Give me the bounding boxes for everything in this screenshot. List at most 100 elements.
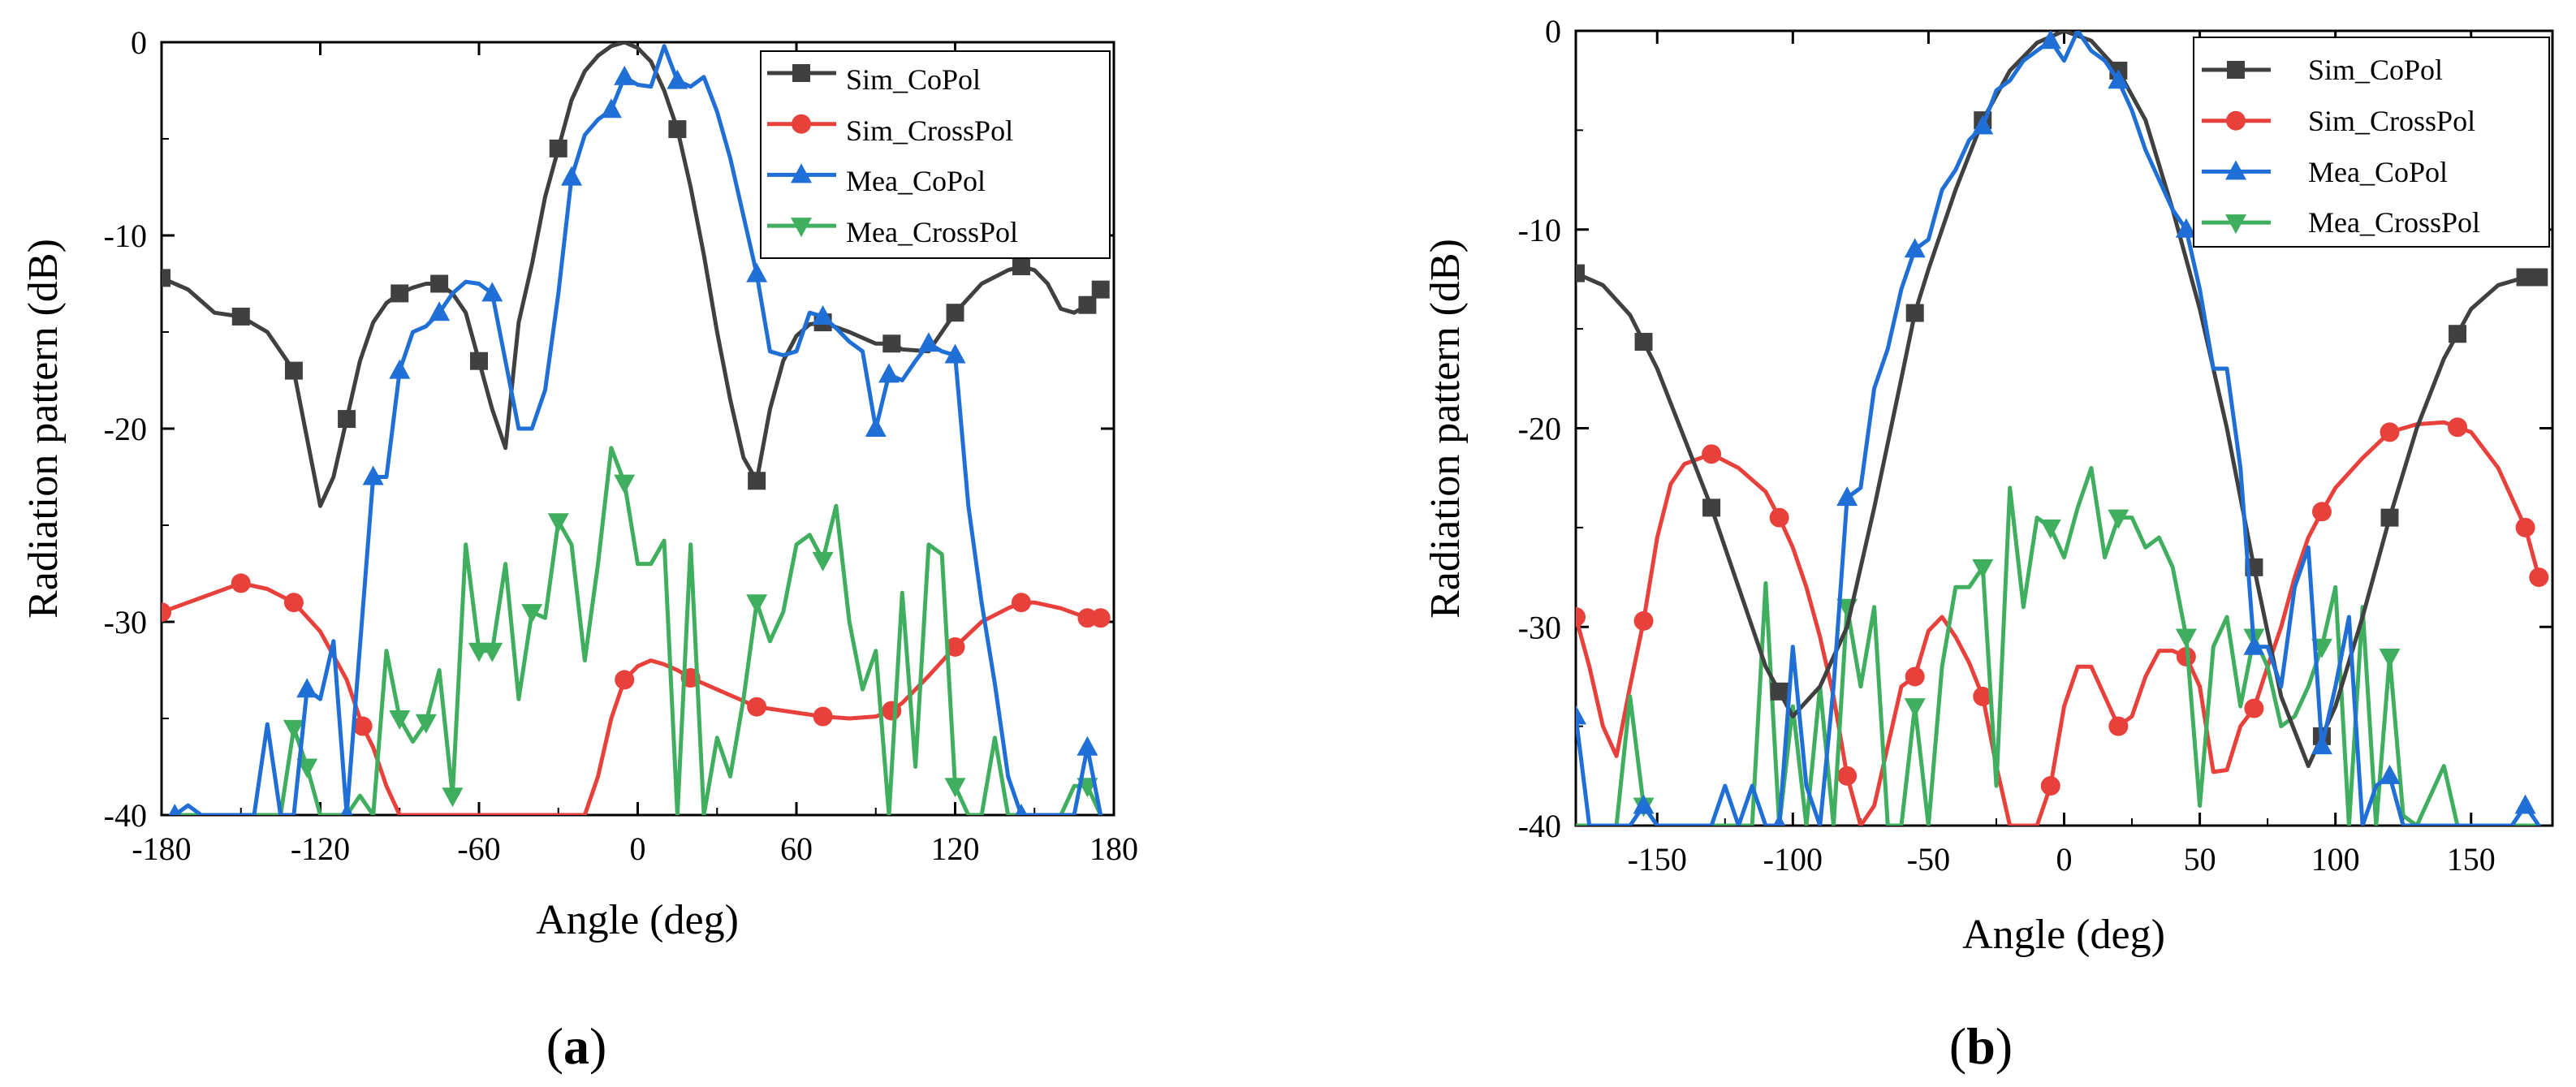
data-point-mea-copol-b (2108, 69, 2129, 89)
data-point-sim-copol-a (668, 120, 687, 139)
data-point-mea-copol-b (2175, 218, 2197, 238)
data-point-sim-crosspol-b (2515, 517, 2535, 537)
y-tick-label-a: 0 (131, 24, 147, 61)
legend-marker-mea-crosspol-b (2225, 214, 2246, 235)
data-point-sim-copol-a (1078, 295, 1097, 314)
legend-marker-mea-copol-a (791, 163, 812, 183)
data-point-mea-copol-a (812, 304, 834, 325)
data-point-mea-crosspol-a (296, 758, 318, 779)
data-point-sim-copol-b (1576, 264, 1585, 283)
legend-b: Sim_CoPol Sim_CrossPol Mea_CoPol Mea_Cro… (2193, 37, 2550, 248)
data-point-sim-crosspol-a (747, 697, 767, 717)
data-point-mea-crosspol-a (442, 787, 464, 808)
data-point-mea-copol-b (2379, 764, 2401, 784)
data-point-mea-copol-a (481, 282, 503, 302)
x-tick-label-a: 0 (630, 830, 646, 867)
data-point-mea-copol-b (1633, 794, 1655, 814)
legend-label-mea-crosspol-a: Mea_CrossPol (846, 216, 1018, 248)
data-point-mea-copol-a (429, 301, 451, 321)
data-point-sim-crosspol-a (813, 706, 833, 727)
data-point-mea-crosspol-a (944, 778, 966, 798)
data-point-sim-copol-a (390, 284, 409, 303)
data-point-mea-crosspol-b (2039, 519, 2061, 539)
y-tick-label-b: -30 (1518, 609, 1561, 645)
series-mea-copol-a (168, 44, 1103, 815)
data-point-mea-crosspol-a (468, 642, 490, 662)
data-point-sim-crosspol-b (2448, 417, 2468, 438)
legend-marker-sim-crosspol-b (2226, 110, 2246, 131)
y-tick-label-a: -30 (104, 604, 147, 641)
data-point-mea-copol-a (917, 332, 939, 352)
y-tick-label-b: 0 (1545, 13, 1561, 50)
data-point-mea-copol-a (561, 166, 583, 186)
data-point-mea-crosspol-a (614, 474, 636, 494)
x-tick-labels-a: -180 -120 -60 0 60 120 180 (132, 830, 1138, 867)
data-point-sim-crosspol-b (1905, 666, 1925, 687)
data-point-mea-copol-b (1576, 705, 1586, 725)
data-point-sim-copol-a (338, 410, 356, 429)
legend-box-b (2193, 37, 2550, 248)
data-point-sim-crosspol-a (1011, 593, 1031, 613)
x-tick-label-b: -150 (1628, 841, 1687, 878)
data-point-sim-copol-a (748, 472, 766, 490)
data-point-mea-copol-b (2039, 31, 2061, 50)
legend-box-a (760, 50, 1111, 259)
data-point-mea-crosspol-a (521, 604, 543, 624)
data-point-mea-copol-a (614, 65, 636, 85)
data-point-sim-crosspol-b (1769, 507, 1789, 528)
data-point-sim-copol-b (1905, 304, 1924, 322)
data-point-mea-copol-a (389, 359, 411, 379)
data-point-mea-copol-a (168, 804, 181, 815)
data-point-sim-copol-a (430, 274, 449, 293)
caption-a: (a) (546, 1017, 607, 1075)
data-point-sim-crosspol-b (2108, 716, 2129, 736)
data-point-sim-crosspol-a (231, 573, 251, 593)
panel-b: -150 -100 -50 0 50 100 150 0 -10 -20 -30 -40 Angle… (1422, 13, 2554, 1075)
data-point-sim-copol-b (1770, 682, 1789, 701)
data-point-mea-crosspol-a (746, 594, 768, 615)
legend-marker-mea-crosspol-a (791, 218, 812, 238)
data-point-sim-copol-a (231, 307, 250, 326)
legend-marker-mea-copol-b (2225, 160, 2246, 180)
data-point-mea-crosspol-a (547, 513, 569, 533)
y-tick-label-b: -40 (1518, 808, 1561, 844)
data-point-sim-copol-b (2516, 268, 2535, 287)
data-point-sim-crosspol-b (1837, 766, 1858, 786)
legend-label-sim-crosspol-b: Sim_CrossPol (2308, 105, 2475, 137)
series-line-mea-crosspol-a (172, 446, 1103, 815)
data-point-mea-crosspol-b (1904, 698, 1926, 718)
y-axis-title-a: Radiation pattern (dB) (20, 239, 67, 619)
data-point-mea-copol-b (1972, 114, 1994, 135)
x-tick-label-b: 0 (2056, 841, 2073, 878)
legend-label-sim-copol-a: Sim_CoPol (846, 63, 981, 96)
data-point-sim-crosspol-a (352, 716, 373, 736)
legend-label-mea-copol-a: Mea_CoPol (846, 165, 986, 197)
y-axis-title-b: Radiation pattern (dB) (1422, 239, 1469, 619)
data-point-sim-crosspol-b (2244, 698, 2264, 718)
data-point-mea-crosspol-a (283, 719, 304, 740)
data-point-mea-copol-a (878, 363, 900, 383)
data-point-sim-crosspol-a (283, 593, 304, 613)
data-point-sim-crosspol-b (1973, 686, 1993, 706)
data-point-mea-crosspol-b (2379, 648, 2401, 668)
series-mea-copol-b (1576, 31, 2541, 826)
legend-marker-sim-crosspol-a (792, 114, 811, 134)
x-tick-label-a: -120 (291, 830, 350, 867)
data-point-mea-copol-a (667, 69, 688, 89)
data-point-sim-crosspol-a (615, 670, 635, 690)
data-point-mea-copol-b (2243, 635, 2265, 655)
data-point-mea-crosspol-a (415, 714, 437, 734)
x-tick-label-a: -60 (457, 830, 500, 867)
data-point-mea-copol-b (1904, 238, 1926, 258)
x-tick-label-a: 60 (780, 830, 813, 867)
data-point-sim-crosspol-a (162, 602, 171, 623)
y-tick-label-b: -20 (1518, 411, 1561, 447)
data-point-sim-crosspol-a (945, 636, 965, 657)
legend-marker-sim-copol-b (2227, 61, 2245, 79)
data-point-sim-copol-a (284, 361, 303, 380)
data-point-mea-crosspol-b (2108, 509, 2129, 529)
data-point-sim-copol-a (162, 269, 170, 287)
data-point-sim-copol-a (470, 352, 488, 370)
caption-letter-a: a (563, 1017, 589, 1075)
x-tick-label-b: 150 (2447, 841, 2496, 878)
